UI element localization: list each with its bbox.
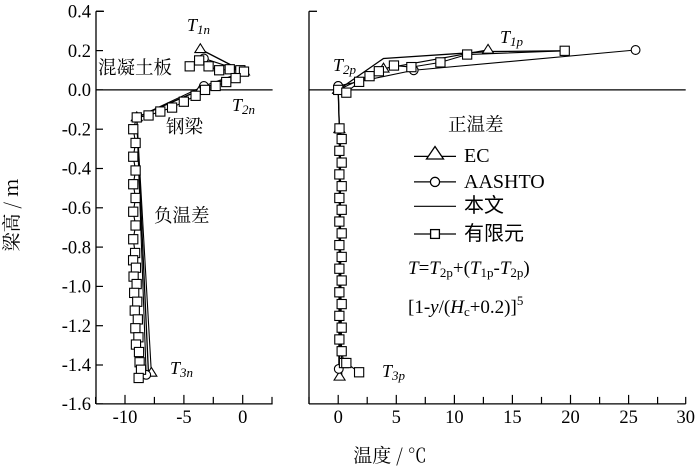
svg-text:温度 / ℃: 温度 / ℃ (353, 441, 426, 468)
svg-text:有限元: 有限元 (464, 222, 524, 245)
svg-text:AASHTO: AASHTO (464, 171, 545, 193)
svg-text:0.0: 0.0 (68, 81, 91, 101)
svg-text:10: 10 (445, 408, 464, 428)
svg-text:25: 25 (619, 408, 638, 428)
svg-text:-5: -5 (176, 408, 191, 428)
svg-text:钢梁: 钢梁 (166, 113, 205, 139)
svg-text:-0.4: -0.4 (62, 160, 91, 180)
svg-text:5: 5 (392, 408, 401, 428)
svg-text:正温差: 正温差 (448, 111, 504, 137)
svg-text:本文: 本文 (464, 194, 504, 217)
svg-text:-1.0: -1.0 (62, 278, 91, 298)
svg-text:梁高 / m: 梁高 / m (0, 179, 24, 252)
svg-text:-0.6: -0.6 (62, 199, 91, 219)
svg-text:20: 20 (561, 408, 580, 428)
svg-text:0.4: 0.4 (68, 3, 91, 23)
svg-text:-1.4: -1.4 (62, 356, 91, 376)
svg-text:负温差: 负温差 (154, 202, 210, 228)
svg-text:0: 0 (238, 408, 247, 428)
svg-text:0.2: 0.2 (68, 42, 91, 62)
svg-text:30: 30 (676, 408, 695, 428)
svg-text:-10: -10 (113, 408, 138, 428)
svg-text:-1.2: -1.2 (62, 317, 91, 337)
svg-text:EC: EC (464, 145, 490, 167)
svg-text:-0.8: -0.8 (62, 238, 91, 258)
svg-text:混凝土板: 混凝土板 (98, 54, 172, 80)
svg-text:0: 0 (334, 408, 343, 428)
svg-text:-1.6: -1.6 (62, 395, 91, 415)
svg-text:-0.2: -0.2 (62, 120, 91, 140)
svg-text:15: 15 (503, 408, 522, 428)
